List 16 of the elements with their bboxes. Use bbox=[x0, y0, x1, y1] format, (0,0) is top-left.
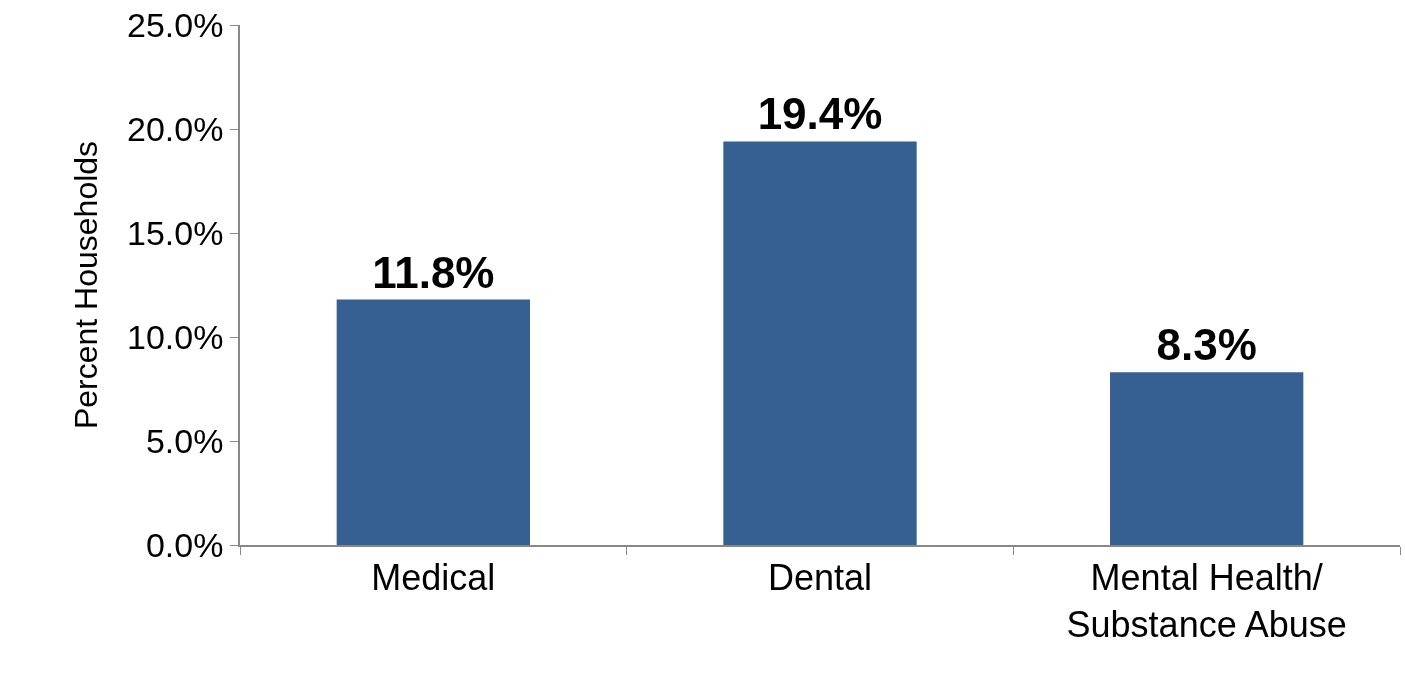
y-tick-label: 15.0% bbox=[127, 213, 224, 252]
data-label: 19.4% bbox=[757, 89, 883, 139]
y-tick-label: 25.0% bbox=[127, 5, 224, 44]
bar bbox=[336, 299, 530, 545]
y-tick-label: 20.0% bbox=[127, 109, 224, 148]
x-tick-label: Mental Health/ Substance Abuse bbox=[1066, 556, 1347, 645]
data-label: 8.3% bbox=[1156, 320, 1257, 370]
y-axis-title: Percent Households bbox=[67, 140, 104, 430]
y-tick-label: 0.0% bbox=[145, 525, 224, 564]
bar bbox=[723, 141, 917, 545]
y-tick-label: 10.0% bbox=[127, 317, 224, 356]
bar bbox=[1110, 372, 1304, 545]
data-label: 11.8% bbox=[372, 247, 495, 297]
y-tick-label: 5.0% bbox=[145, 421, 224, 460]
x-tick-label: Dental bbox=[767, 556, 873, 598]
x-tick-label: Medical bbox=[371, 556, 496, 598]
